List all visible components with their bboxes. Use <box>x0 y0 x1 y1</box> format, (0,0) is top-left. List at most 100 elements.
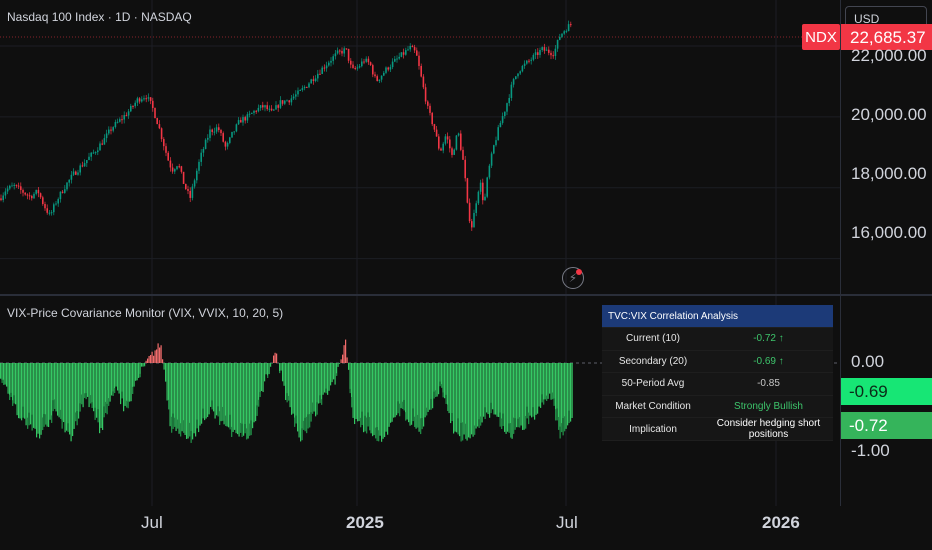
covariance-shade <box>321 399 323 405</box>
candle-body <box>286 100 288 102</box>
covariance-shade <box>559 426 561 439</box>
candle-body <box>61 191 64 193</box>
candle-body <box>312 79 315 82</box>
covariance-bar <box>100 363 102 428</box>
covariance-shade <box>442 392 444 398</box>
covariance-bar <box>6 363 8 387</box>
covariance-bar <box>196 363 198 429</box>
covariance-shade <box>132 386 134 394</box>
covariance-bar <box>375 363 377 439</box>
time-axis-label: Jul <box>556 513 578 532</box>
candle-body <box>374 74 376 77</box>
candle-body <box>292 96 295 99</box>
candle-body <box>442 143 444 151</box>
covariance-shade <box>376 427 378 441</box>
candle-body <box>363 61 365 63</box>
covariance-bar <box>208 363 210 415</box>
covariance-bar <box>378 363 380 442</box>
covariance-bar <box>280 363 282 371</box>
candle-body <box>9 185 11 189</box>
candle-body <box>295 94 297 97</box>
covariance-bar <box>63 363 65 423</box>
covariance-bar <box>133 363 135 387</box>
covariance-bar <box>232 363 234 432</box>
candle-body <box>163 139 165 147</box>
alert-bolt-icon[interactable]: ⚡ <box>562 267 584 289</box>
covariance-shade <box>325 388 327 394</box>
covariance-shade <box>12 400 14 406</box>
covariance-bar <box>427 363 429 412</box>
alert-dot-icon <box>576 269 582 275</box>
covariance-shade <box>222 406 224 421</box>
covariance-bar <box>60 363 62 419</box>
covariance-shade <box>85 393 87 400</box>
candle-body <box>486 177 488 197</box>
last-price-tag: 22,685.37 <box>841 24 932 50</box>
covariance-bar <box>48 363 50 428</box>
indicator-title[interactable]: VIX-Price Covariance Monitor (VIX, VVIX,… <box>7 306 284 320</box>
covariance-bar <box>34 363 36 429</box>
covariance-shade <box>307 414 309 429</box>
price-chart-pane[interactable] <box>0 0 840 294</box>
covariance-shade <box>316 402 318 415</box>
time-axis-label: Jul <box>141 513 163 532</box>
covariance-shade <box>552 392 554 400</box>
candle-body <box>125 115 128 117</box>
covariance-bar <box>141 363 143 367</box>
covariance-bar <box>193 363 195 434</box>
covariance-bar <box>40 363 42 435</box>
covariance-shade <box>366 417 368 434</box>
covariance-bar <box>246 363 248 440</box>
covariance-shade <box>31 414 33 431</box>
covariance-bar <box>225 363 227 426</box>
covariance-shade <box>267 375 269 379</box>
covariance-bar <box>163 363 165 370</box>
covariance-bar <box>198 363 200 433</box>
covariance-bar <box>360 363 362 428</box>
covariance-shade <box>190 431 192 443</box>
covariance-bar <box>327 363 329 395</box>
covariance-bar <box>79 363 81 412</box>
covariance-shade <box>240 422 242 433</box>
covariance-bar <box>481 363 483 423</box>
covariance-bar <box>297 363 299 432</box>
covariance-bar <box>283 363 285 386</box>
covariance-bar <box>276 353 278 363</box>
covariance-bar <box>85 363 87 400</box>
covariance-shade <box>361 411 363 425</box>
covariance-bar <box>213 363 215 412</box>
indicator-pane[interactable] <box>0 296 840 506</box>
covariance-bar <box>475 363 477 429</box>
covariance-bar <box>357 363 359 422</box>
symbol-title[interactable]: Nasdaq 100 Index · 1D · NASDAQ <box>7 10 192 24</box>
candle-body <box>473 212 475 228</box>
covariance-bar <box>91 363 93 408</box>
candle-body <box>510 84 513 98</box>
covariance-bar <box>531 363 533 418</box>
covariance-bar <box>33 363 35 428</box>
covariance-shade <box>441 384 443 388</box>
covariance-bar <box>97 363 99 423</box>
covariance-bar <box>39 363 41 439</box>
covariance-bar <box>435 363 437 398</box>
candle-body <box>380 75 383 80</box>
covariance-bar <box>243 363 245 436</box>
candle-body <box>90 152 92 157</box>
time-axis[interactable] <box>0 506 840 550</box>
covariance-shade <box>144 365 146 367</box>
candle-body <box>521 65 524 72</box>
covariance-bar <box>540 363 542 408</box>
covariance-bar <box>175 363 177 432</box>
table-value: Consider hedging short positions <box>704 417 833 441</box>
candle-body <box>519 71 521 74</box>
covariance-bar <box>538 363 540 407</box>
candle-body <box>103 138 106 145</box>
pane-divider[interactable] <box>0 294 932 296</box>
candle-body <box>66 182 68 190</box>
candle-body <box>506 103 508 112</box>
candle-body <box>314 78 317 82</box>
price-axis-label: 16,000.00 <box>851 223 927 242</box>
covariance-shade <box>402 401 404 410</box>
covariance-bar <box>549 363 551 394</box>
